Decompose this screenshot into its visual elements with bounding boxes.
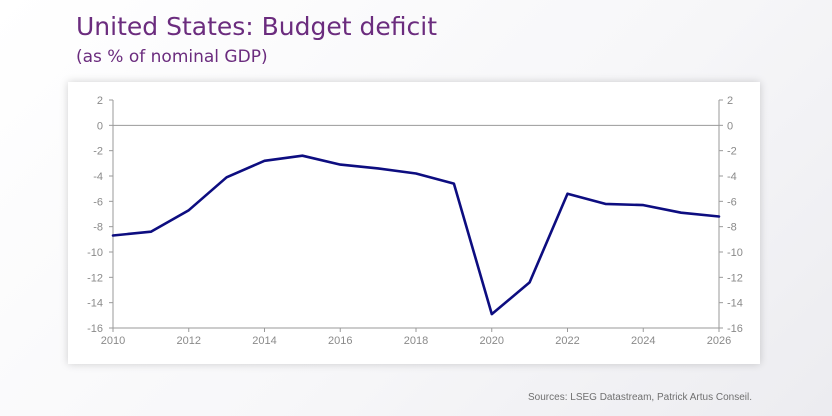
- y-tick-label-right: -12: [727, 272, 743, 284]
- y-tick-label-left: -14: [87, 298, 103, 310]
- y-tick-label-left: -12: [87, 272, 103, 284]
- y-tick-label-right: -2: [727, 146, 737, 158]
- x-tick-label: 2026: [707, 335, 731, 347]
- chart-panel: 2 2 0 0 -2 -2 -4 -4 -6 -6 -8 -8 -10 -10 -12 -12 -14 -14 -1…: [68, 82, 760, 364]
- y-tick-label-right: -16: [727, 323, 743, 335]
- x-tick-label: 2018: [404, 335, 428, 347]
- x-tick-label: 2020: [480, 335, 504, 347]
- x-tick-label: 2010: [101, 335, 125, 347]
- y-tick-label-right: 0: [727, 120, 733, 132]
- chart-subtitle: (as % of nominal GDP): [76, 47, 268, 67]
- y-tick-label-left: -6: [93, 196, 103, 208]
- y-tick-label-left: 2: [97, 95, 103, 107]
- y-tick-label-left: 0: [97, 120, 103, 132]
- y-tick-label-left: -4: [93, 171, 103, 183]
- x-tick-label: 2012: [177, 335, 201, 347]
- series-line-0: [111, 154, 721, 316]
- y-tick-label-right: -4: [727, 171, 737, 183]
- y-tick-label-left: -10: [87, 247, 103, 259]
- y-tick-label-left: -16: [87, 323, 103, 335]
- x-tick-label: 2016: [328, 335, 352, 347]
- y-tick-label-right: -6: [727, 196, 737, 208]
- x-tick-label: 2022: [555, 335, 579, 347]
- line-chart: 2 2 0 0 -2 -2 -4 -4 -6 -6 -8 -8 -10 -10 -12 -12 -14 -14 -1…: [87, 95, 743, 347]
- y-tick-label-right: -8: [727, 222, 737, 234]
- y-tick-label-right: -14: [727, 298, 743, 310]
- y-tick-label-left: -2: [93, 146, 103, 158]
- y-tick-label-right: -10: [727, 247, 743, 259]
- chart-title: United States: Budget deficit: [76, 12, 438, 41]
- x-tick-label: 2014: [252, 335, 276, 347]
- y-tick-label-right: 2: [727, 95, 733, 107]
- source-note: Sources: LSEG Datastream, Patrick Artus …: [528, 392, 752, 403]
- x-tick-label: 2024: [631, 335, 655, 347]
- y-tick-label-left: -8: [93, 222, 103, 234]
